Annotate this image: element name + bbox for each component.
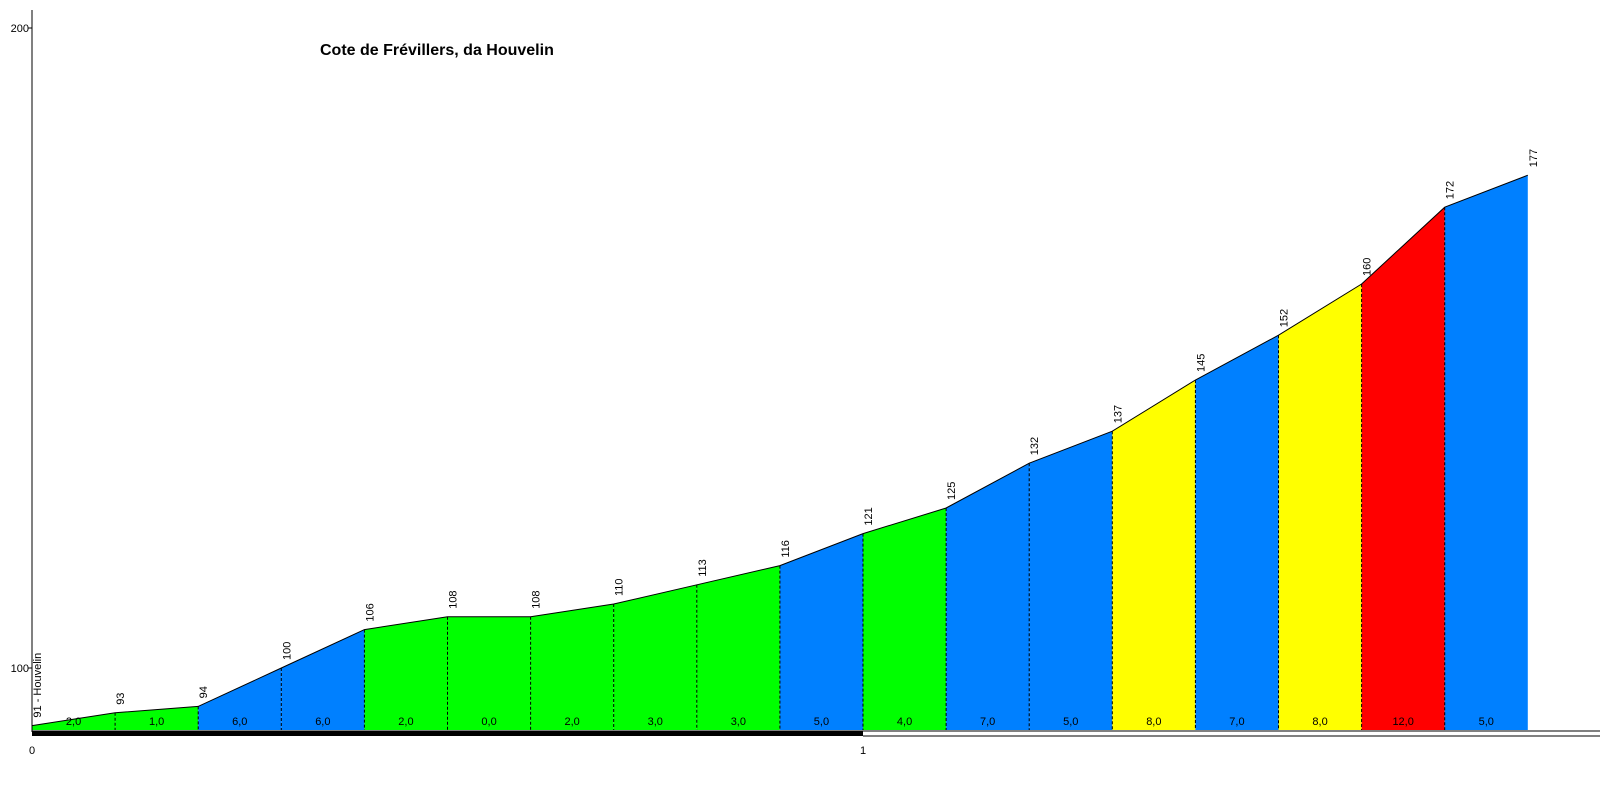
x-tick-label: 1	[860, 745, 866, 757]
profile-segment	[946, 463, 1030, 730]
altitude-label: 145	[1195, 354, 1207, 372]
chart-title: Cote de Frévillers, da Houvelin	[320, 42, 554, 59]
altitude-label: 137	[1112, 405, 1124, 423]
profile-line	[31, 174, 1528, 727]
gradient-label: 5,0	[1063, 716, 1078, 728]
altitude-label: 108	[531, 590, 543, 608]
profile-segment	[863, 508, 947, 730]
gradient-label: 6,0	[315, 716, 330, 728]
profile-segment	[1195, 335, 1279, 730]
y-tick-label: 200	[11, 23, 29, 35]
y-tick-label: 100	[11, 663, 29, 675]
profile-segment	[447, 616, 531, 730]
altitude-label: 177	[1528, 149, 1540, 167]
profile-segment	[1361, 207, 1445, 730]
profile-segment	[1112, 380, 1196, 730]
altitude-label: 93	[115, 693, 127, 705]
gradient-label: 5,0	[1479, 716, 1494, 728]
profile-segment	[613, 584, 697, 730]
gradient-label: 2,0	[398, 716, 413, 728]
profile-segment	[32, 712, 116, 730]
altitude-label: 160	[1362, 258, 1374, 276]
km-bar	[32, 731, 863, 736]
altitude-label: 125	[946, 482, 958, 500]
altitude-label: 172	[1445, 181, 1457, 199]
altitude-label: 113	[697, 559, 709, 577]
gradient-label: 0,0	[481, 716, 496, 728]
gradient-label: 8,0	[1146, 716, 1161, 728]
altitude-label: 121	[863, 507, 875, 525]
altitude-label: 152	[1279, 309, 1291, 327]
gradient-label: 6,0	[232, 716, 247, 728]
gradient-label: 12,0	[1392, 716, 1413, 728]
profile-segment	[1278, 284, 1362, 730]
profile-segment	[1029, 431, 1113, 730]
profile-segment	[779, 533, 863, 730]
profile-segment	[696, 565, 780, 730]
x-tick-label: 0	[29, 745, 35, 757]
profile-segment	[364, 616, 448, 730]
gradient-label: 2,0	[565, 716, 580, 728]
gradient-label: 1,0	[149, 716, 164, 728]
altitude-label: 100	[281, 642, 293, 660]
altitude-label: 116	[780, 540, 792, 558]
profile-segment	[1444, 175, 1528, 730]
gradient-label: 3,0	[731, 716, 746, 728]
plot-area: 2,0 1,0 6,0 6,0 2,0 0,0 2,0 3,0 3,0 5,0 4,0 7,0 5,0 8…	[11, 10, 1600, 757]
gradient-label: 5,0	[814, 716, 829, 728]
profile-segment	[115, 706, 199, 730]
gradient-label: 2,0	[66, 716, 81, 728]
gradient-label: 7,0	[1229, 716, 1244, 728]
altitude-label: 110	[614, 578, 626, 596]
profile-segment	[198, 668, 282, 730]
altitude-label: 106	[364, 603, 376, 621]
gradient-label: 3,0	[648, 716, 663, 728]
profile-segment	[281, 629, 365, 730]
gradient-label: 4,0	[897, 716, 912, 728]
profile-segment	[530, 604, 614, 730]
gradient-label: 8,0	[1312, 716, 1327, 728]
altitude-label: 132	[1029, 437, 1041, 455]
altitude-label: 94	[198, 686, 210, 698]
start-label: 91 - Houvelin	[32, 653, 44, 718]
gradient-label: 7,0	[980, 716, 995, 728]
altitude-label: 108	[448, 590, 460, 608]
